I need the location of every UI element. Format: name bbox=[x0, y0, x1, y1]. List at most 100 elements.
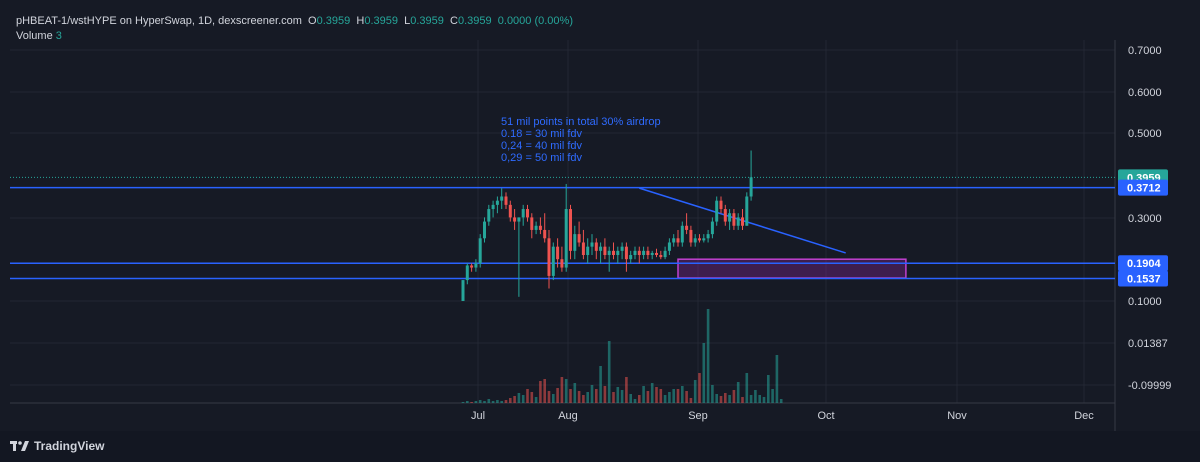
volume-bar bbox=[573, 383, 577, 403]
candle-body bbox=[547, 238, 551, 276]
volume-bar bbox=[552, 394, 555, 403]
candle-body bbox=[698, 238, 701, 241]
candle-body bbox=[702, 238, 706, 241]
close-value: 0.3959 bbox=[457, 15, 492, 27]
volume-bar bbox=[629, 394, 632, 403]
candle-body bbox=[745, 196, 749, 226]
candle-body bbox=[483, 221, 486, 239]
price-label: 0.1537 bbox=[1127, 274, 1161, 286]
candle-body bbox=[616, 250, 620, 256]
volume-bar bbox=[702, 343, 706, 403]
candle-body bbox=[715, 200, 719, 222]
candle-body bbox=[607, 250, 611, 256]
x-tick-label: Aug bbox=[558, 410, 578, 422]
candle-body bbox=[465, 265, 469, 281]
volume-bar bbox=[685, 391, 688, 403]
volume-bar bbox=[762, 397, 766, 403]
candle-body bbox=[689, 229, 693, 243]
price-label-bg bbox=[1118, 255, 1168, 272]
volume-bar bbox=[650, 383, 654, 403]
candle-body bbox=[603, 246, 607, 256]
chart-header: pHBEAT-1/wstHYPE on HyperSwap, 1D, dexsc… bbox=[16, 15, 573, 27]
volume-bar bbox=[595, 389, 598, 403]
candle-body bbox=[741, 217, 744, 226]
tradingview-label: TradingView bbox=[34, 439, 105, 453]
x-tick-label: Dec bbox=[1074, 410, 1094, 422]
candle-body bbox=[534, 225, 538, 230]
volume-bar bbox=[607, 341, 611, 403]
candle-body bbox=[478, 238, 482, 264]
volume-bar bbox=[599, 366, 602, 403]
volume-bar bbox=[487, 399, 491, 403]
y-tick-label: 0.0‪1387 bbox=[1128, 338, 1168, 350]
volume-bar bbox=[478, 400, 482, 403]
volume-legend: Volume 3 bbox=[16, 30, 62, 42]
volume-bar bbox=[732, 390, 736, 403]
open-value: 0.3959 bbox=[316, 15, 351, 27]
candle-body bbox=[680, 225, 684, 243]
candle-body bbox=[620, 246, 624, 251]
volume-bar bbox=[543, 379, 546, 403]
candle-body bbox=[663, 250, 667, 258]
candle-body bbox=[749, 177, 753, 197]
volume-bar bbox=[655, 387, 658, 403]
volume-bar bbox=[496, 400, 499, 403]
volume-bar bbox=[775, 355, 779, 403]
volume-bar bbox=[500, 401, 503, 403]
candle-body bbox=[637, 250, 641, 256]
tradingview-logo-icon bbox=[10, 441, 29, 451]
candle-body bbox=[517, 217, 521, 222]
candle-body bbox=[624, 246, 628, 260]
candle-body bbox=[508, 204, 512, 218]
volume-bar bbox=[767, 375, 770, 403]
low-value: 0.3959 bbox=[410, 15, 444, 27]
volume-bar bbox=[470, 402, 473, 403]
volume-bar bbox=[754, 390, 757, 403]
annotation-line: 0,29 = 50 mil fdv bbox=[501, 152, 583, 164]
annotation-line: 0,24 = 40 mil fdv bbox=[501, 140, 583, 152]
price-label-bg bbox=[1118, 179, 1168, 196]
volume-bar bbox=[547, 391, 551, 403]
candle-body bbox=[650, 252, 654, 256]
volume-bar bbox=[620, 390, 624, 403]
volume-bar bbox=[539, 381, 542, 403]
candle-body bbox=[573, 234, 577, 251]
volume-bar bbox=[672, 389, 675, 403]
volume-bar bbox=[504, 400, 508, 403]
candle-body bbox=[513, 217, 517, 222]
change-value: 0.0000 (0.00%) bbox=[497, 15, 573, 27]
candle-body bbox=[577, 234, 581, 243]
x-tick-label: Sep bbox=[688, 410, 708, 422]
volume-bar bbox=[749, 395, 753, 403]
volume-bar bbox=[646, 391, 650, 403]
y-tick-label: 0.1000 bbox=[1128, 296, 1162, 308]
candle-body bbox=[495, 200, 499, 205]
candle-body bbox=[594, 242, 598, 251]
candle-body bbox=[642, 250, 646, 256]
volume-bar bbox=[633, 399, 637, 403]
volume-bar bbox=[719, 396, 723, 403]
volume-bar bbox=[534, 397, 538, 403]
candle-body bbox=[672, 238, 676, 243]
volume-bar bbox=[676, 389, 680, 403]
candle-body bbox=[461, 280, 465, 301]
candle-body bbox=[564, 209, 568, 268]
candle-body bbox=[646, 250, 650, 256]
tradingview-brand[interactable]: TradingView bbox=[10, 439, 104, 453]
candle-body bbox=[560, 259, 564, 268]
x-tick-label: Jul bbox=[471, 410, 485, 422]
candle-body bbox=[530, 217, 534, 230]
volume-bar bbox=[668, 392, 671, 403]
symbol-title: pHBEAT-1/wstHYPE on HyperSwap, 1D, dexsc… bbox=[16, 15, 302, 27]
candle-body bbox=[633, 250, 637, 256]
volume-bar bbox=[586, 392, 589, 403]
volume-bar bbox=[659, 389, 663, 403]
candle-body bbox=[581, 242, 585, 256]
volume-bar bbox=[663, 395, 667, 403]
candle-body bbox=[659, 255, 663, 258]
candle-body bbox=[551, 246, 555, 276]
volume-bar bbox=[603, 386, 607, 403]
volume-bar bbox=[483, 401, 486, 403]
volume-bar bbox=[715, 394, 718, 403]
